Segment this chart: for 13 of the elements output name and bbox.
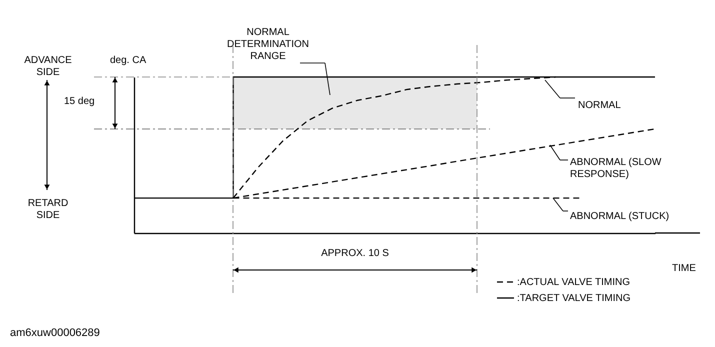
text: am6xuw00006289 (10, 327, 100, 339)
x-axis-title: TIME (672, 263, 696, 274)
text: RETARD SIDE (28, 198, 68, 221)
text: ADVANCE SIDE (24, 55, 72, 78)
text: APPROX. 10 S (321, 248, 390, 259)
y-axis-title: deg. CA (110, 55, 146, 66)
legend-label: :TARGET VALVE TIMING (517, 293, 631, 304)
annotation: ABNORMAL (SLOW RESPONSE) (570, 157, 662, 180)
legend-label: :ACTUAL VALVE TIMING (517, 277, 630, 288)
annotation: ABNORMAL (STUCK) (570, 211, 670, 222)
text: NORMAL DETERMINATION RANGE (226, 27, 310, 62)
text: 15 deg (64, 96, 95, 107)
annotation: NORMAL (578, 100, 622, 111)
